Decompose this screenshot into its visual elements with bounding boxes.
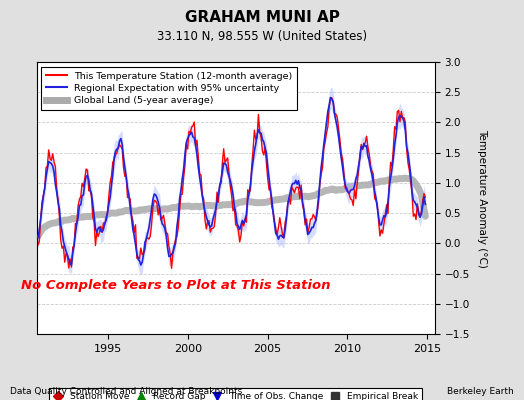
Legend: Station Move, Record Gap, Time of Obs. Change, Empirical Break: Station Move, Record Gap, Time of Obs. C… [49,388,422,400]
Text: GRAHAM MUNI AP: GRAHAM MUNI AP [184,10,340,25]
Text: Berkeley Earth: Berkeley Earth [447,387,514,396]
Text: No Complete Years to Plot at This Station: No Complete Years to Plot at This Statio… [21,278,331,292]
Text: 33.110 N, 98.555 W (United States): 33.110 N, 98.555 W (United States) [157,30,367,43]
Text: Data Quality Controlled and Aligned at Breakpoints: Data Quality Controlled and Aligned at B… [10,387,243,396]
Y-axis label: Temperature Anomaly (°C): Temperature Anomaly (°C) [477,128,487,268]
